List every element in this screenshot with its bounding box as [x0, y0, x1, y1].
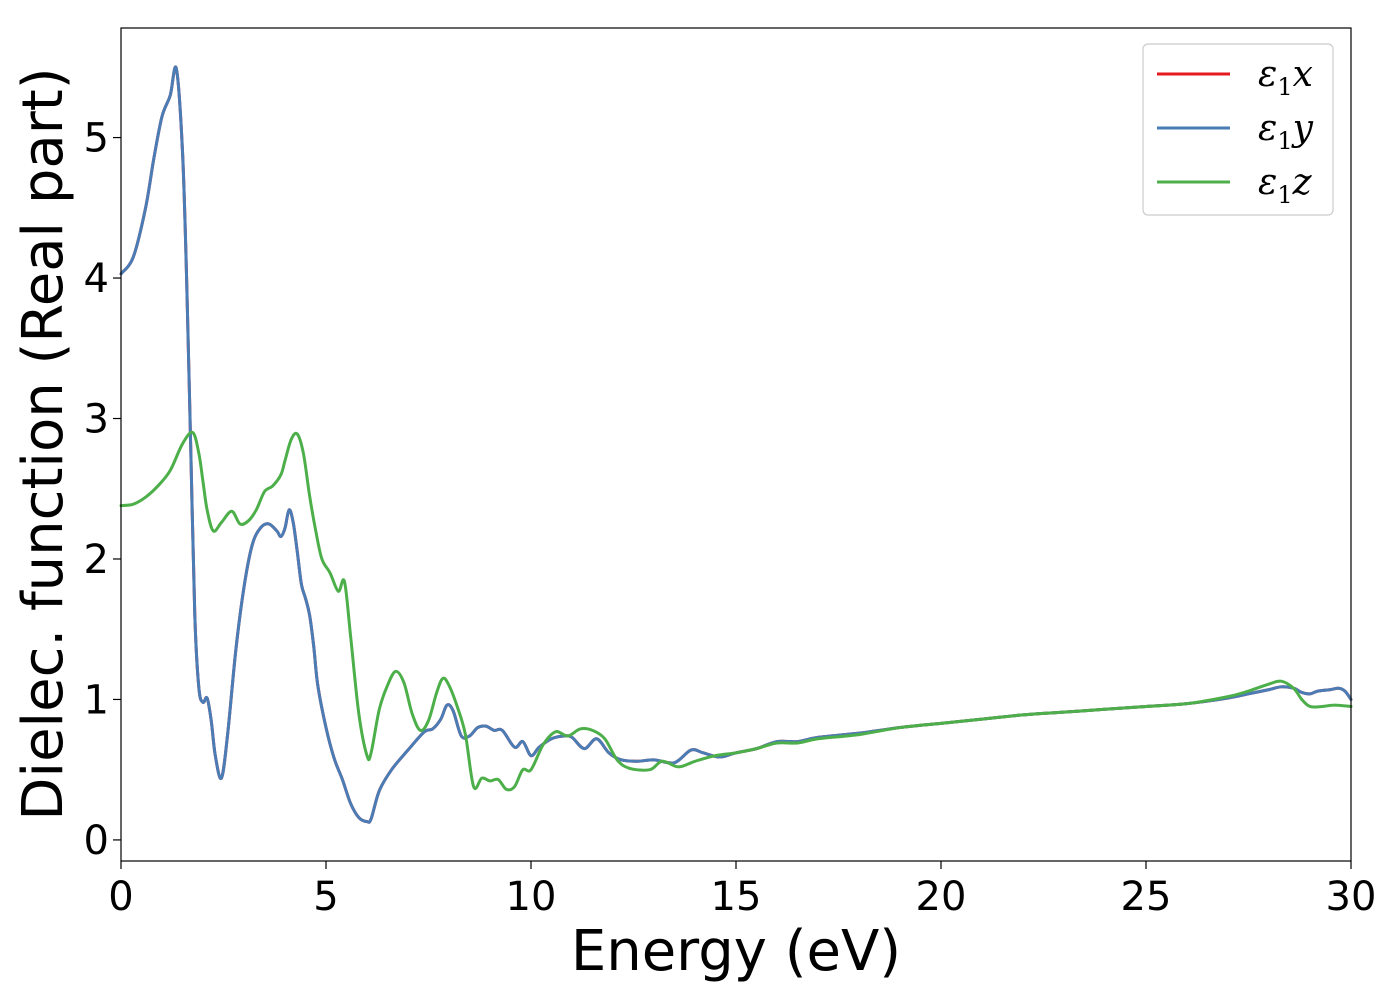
y-axis-label: Dielec. function (Real part) [11, 67, 76, 820]
legend-label-y: ε1y [1258, 108, 1314, 155]
legend-label-z: ε1z [1258, 162, 1313, 209]
y-tick-label: 3 [84, 397, 109, 443]
legend-label-x: ε1x [1258, 54, 1313, 101]
y-tick-label: 5 [84, 116, 109, 162]
x-tick-label: 30 [1326, 874, 1377, 920]
y-axis-ticks: 0 1 2 3 4 5 [84, 116, 121, 864]
legend: ε1x ε1y ε1z [1142, 43, 1334, 216]
legend-items: ε1x ε1y ε1z [1157, 54, 1314, 209]
y-tick-label: 4 [84, 256, 109, 302]
x-axis-ticks: 0 5 10 15 20 25 30 [108, 861, 1376, 920]
y-tick-label: 2 [84, 537, 109, 583]
y-tick-label: 0 [84, 818, 109, 864]
y-tick-label: 1 [84, 677, 109, 723]
x-tick-label: 25 [1121, 874, 1172, 920]
series-layer [119, 65, 1353, 824]
legend-frame [1142, 43, 1334, 216]
x-tick-label: 0 [108, 874, 133, 920]
series-line-z [119, 430, 1353, 792]
x-tick-label: 20 [916, 874, 967, 920]
x-axis-label: Energy (eV) [571, 919, 901, 984]
x-tick-label: 5 [313, 874, 338, 920]
x-tick-label: 15 [711, 874, 762, 920]
x-tick-label: 10 [506, 874, 557, 920]
